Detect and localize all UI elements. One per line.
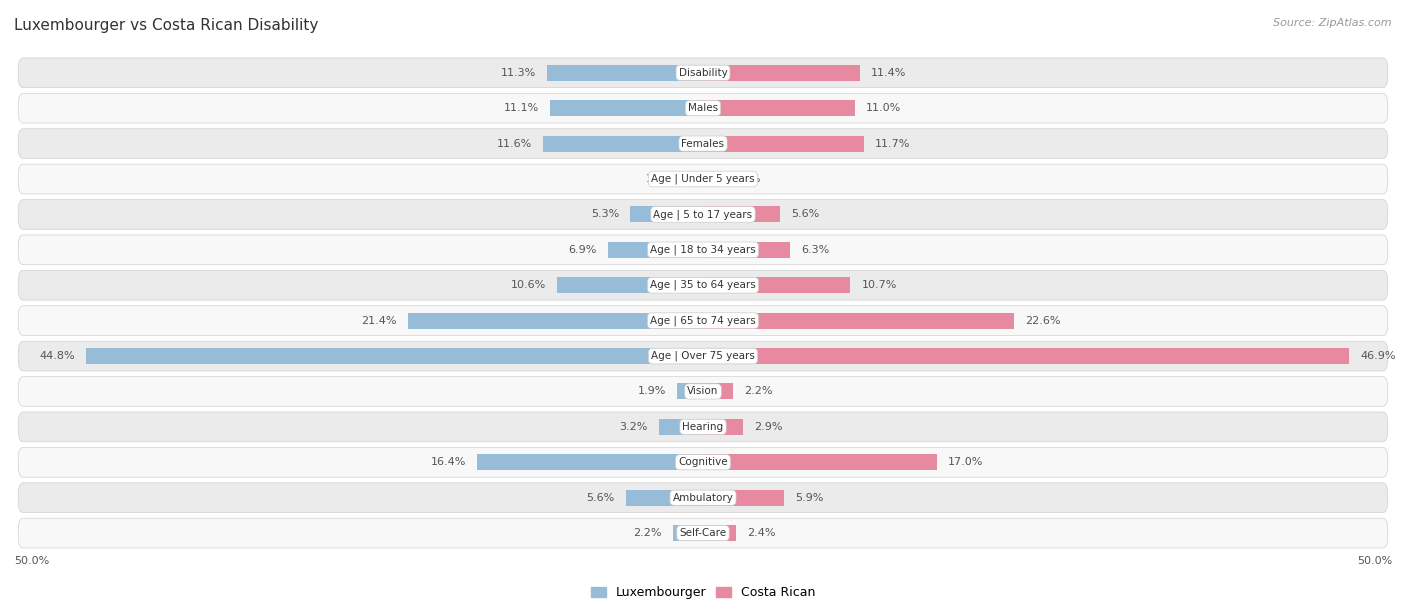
Text: Disability: Disability [679, 68, 727, 78]
Text: 50.0%: 50.0% [14, 556, 49, 566]
Text: 11.0%: 11.0% [866, 103, 901, 113]
FancyBboxPatch shape [18, 235, 1388, 265]
Text: 1.4%: 1.4% [734, 174, 762, 184]
FancyBboxPatch shape [18, 164, 1388, 194]
Text: Hearing: Hearing [682, 422, 724, 432]
FancyBboxPatch shape [18, 129, 1388, 159]
Bar [672, 525, 703, 541]
Text: 6.3%: 6.3% [801, 245, 830, 255]
Text: 11.4%: 11.4% [872, 68, 907, 78]
Text: 2.4%: 2.4% [747, 528, 776, 538]
Bar [477, 454, 703, 470]
Bar [703, 65, 860, 81]
Bar [557, 277, 703, 293]
Text: 50.0%: 50.0% [1357, 556, 1392, 566]
Text: 11.1%: 11.1% [503, 103, 538, 113]
FancyBboxPatch shape [18, 341, 1388, 371]
Bar [543, 136, 703, 152]
Text: 6.9%: 6.9% [568, 245, 598, 255]
Text: 10.6%: 10.6% [510, 280, 546, 290]
FancyBboxPatch shape [18, 376, 1388, 406]
Text: 5.3%: 5.3% [591, 209, 619, 220]
Bar [607, 242, 703, 258]
Bar [626, 490, 703, 506]
Text: Age | Under 5 years: Age | Under 5 years [651, 174, 755, 184]
Text: 11.3%: 11.3% [501, 68, 536, 78]
FancyBboxPatch shape [18, 412, 1388, 442]
Bar [703, 277, 851, 293]
Text: 11.6%: 11.6% [496, 138, 531, 149]
Bar [630, 206, 703, 222]
Bar [703, 136, 865, 152]
Text: Self-Care: Self-Care [679, 528, 727, 538]
Text: 17.0%: 17.0% [948, 457, 984, 468]
Bar [547, 65, 703, 81]
Bar [703, 384, 734, 400]
Text: Males: Males [688, 103, 718, 113]
Bar [703, 490, 785, 506]
Bar [550, 100, 703, 116]
Text: 3.2%: 3.2% [620, 422, 648, 432]
Text: Age | 18 to 34 years: Age | 18 to 34 years [650, 245, 756, 255]
Text: Age | 35 to 64 years: Age | 35 to 64 years [650, 280, 756, 291]
Bar [703, 171, 723, 187]
Bar [703, 525, 737, 541]
Bar [703, 313, 1014, 329]
Text: 5.6%: 5.6% [792, 209, 820, 220]
Text: 11.7%: 11.7% [875, 138, 911, 149]
FancyBboxPatch shape [18, 483, 1388, 513]
Text: 2.2%: 2.2% [744, 386, 773, 397]
FancyBboxPatch shape [18, 271, 1388, 300]
Text: 2.2%: 2.2% [633, 528, 662, 538]
Text: 5.9%: 5.9% [796, 493, 824, 502]
FancyBboxPatch shape [18, 518, 1388, 548]
Text: 46.9%: 46.9% [1360, 351, 1396, 361]
Text: Females: Females [682, 138, 724, 149]
Text: 10.7%: 10.7% [862, 280, 897, 290]
Text: 16.4%: 16.4% [430, 457, 465, 468]
Text: 44.8%: 44.8% [39, 351, 75, 361]
Bar [659, 419, 703, 435]
Text: Ambulatory: Ambulatory [672, 493, 734, 502]
Legend: Luxembourger, Costa Rican: Luxembourger, Costa Rican [585, 581, 821, 604]
Text: 21.4%: 21.4% [361, 316, 396, 326]
Bar [703, 242, 790, 258]
Text: Cognitive: Cognitive [678, 457, 728, 468]
Bar [703, 348, 1350, 364]
Text: 1.9%: 1.9% [637, 386, 666, 397]
Text: 2.9%: 2.9% [754, 422, 783, 432]
FancyBboxPatch shape [18, 200, 1388, 230]
Bar [703, 454, 938, 470]
Text: Luxembourger vs Costa Rican Disability: Luxembourger vs Costa Rican Disability [14, 18, 318, 34]
FancyBboxPatch shape [18, 93, 1388, 123]
Text: Vision: Vision [688, 386, 718, 397]
Bar [86, 348, 703, 364]
Text: Age | 65 to 74 years: Age | 65 to 74 years [650, 315, 756, 326]
Bar [685, 171, 703, 187]
Text: 5.6%: 5.6% [586, 493, 614, 502]
Bar [703, 100, 855, 116]
Text: 22.6%: 22.6% [1025, 316, 1062, 326]
Bar [703, 206, 780, 222]
FancyBboxPatch shape [18, 306, 1388, 335]
Bar [676, 384, 703, 400]
Bar [703, 419, 742, 435]
Text: 1.3%: 1.3% [645, 174, 673, 184]
Text: Age | 5 to 17 years: Age | 5 to 17 years [654, 209, 752, 220]
Text: Source: ZipAtlas.com: Source: ZipAtlas.com [1274, 18, 1392, 28]
FancyBboxPatch shape [18, 58, 1388, 88]
Bar [408, 313, 703, 329]
Text: Age | Over 75 years: Age | Over 75 years [651, 351, 755, 361]
FancyBboxPatch shape [18, 447, 1388, 477]
